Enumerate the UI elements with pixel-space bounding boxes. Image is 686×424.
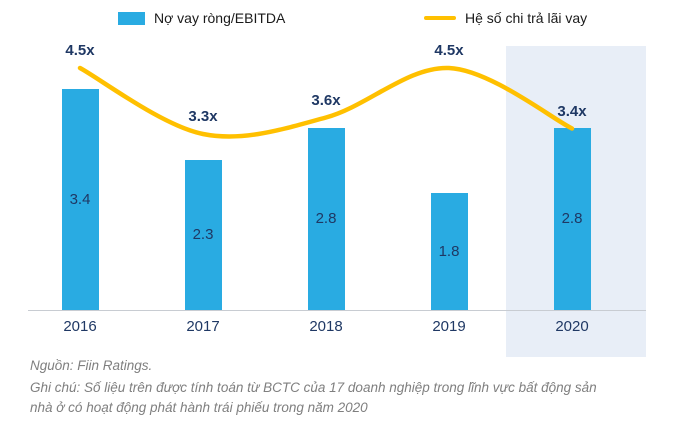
legend-item-bar-series: Nợ vay ròng/EBITDA <box>118 10 285 26</box>
bar-value-label-2020: 2.8 <box>561 210 583 227</box>
line-point-label-2018: 3.6x <box>311 92 341 109</box>
legend-item-line-series: Hệ số chi trả lãi vay <box>424 10 587 26</box>
bar-value-label-2018: 2.8 <box>315 210 337 227</box>
plot-area: 3.4 2.3 2.8 1.8 2.8 4.5x 3.3x 3.6x 4.5x 3.4x 201… <box>0 40 686 357</box>
bar-2017 <box>185 160 222 310</box>
line-series-swatch-icon <box>424 15 456 21</box>
x-axis-label-2016: 2016 <box>63 318 97 335</box>
legend-line-label: Hệ số chi trả lãi vay <box>465 10 588 26</box>
bar-2019 <box>431 193 468 310</box>
footnotes: Nguồn: Fiin Ratings. Ghi chú: Số liệu tr… <box>30 356 670 418</box>
line-point-label-2017: 3.3x <box>188 108 218 125</box>
bar-2020 <box>554 128 591 310</box>
bar-value-label-2016: 3.4 <box>69 191 91 208</box>
bar-2018 <box>308 128 345 310</box>
line-point-label-2016: 4.5x <box>65 42 95 59</box>
legend-bar-label: Nợ vay ròng/EBITDA <box>154 10 286 26</box>
line-point-label-2020: 3.4x <box>557 103 587 120</box>
bar-series-swatch-icon <box>118 11 145 25</box>
source-note: Nguồn: Fiin Ratings. <box>30 358 153 373</box>
bar-value-label-2019: 1.8 <box>438 243 460 260</box>
bar-value-label-2017: 2.3 <box>192 226 214 243</box>
x-axis-label-2019: 2019 <box>432 318 466 335</box>
note-line-1: Ghi chú: Số liệu trên được tính toán từ … <box>30 380 597 395</box>
note-line-2: nhà ở có hoạt động phát hành trái phiếu … <box>30 400 368 415</box>
line-point-label-2019: 4.5x <box>434 42 464 59</box>
x-axis-label-2020: 2020 <box>555 318 589 335</box>
x-axis-label-2018: 2018 <box>309 318 343 335</box>
x-axis-label-2017: 2017 <box>186 318 220 335</box>
x-axis-line <box>28 310 646 311</box>
